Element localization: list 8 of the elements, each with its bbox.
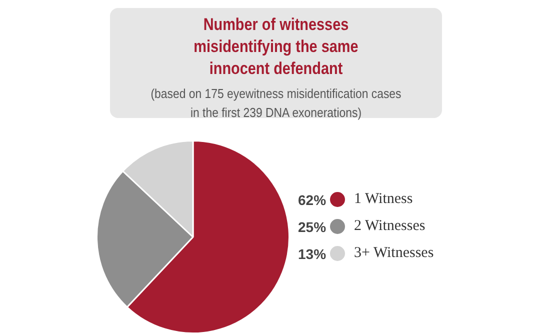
data-label: 62% [298, 192, 328, 208]
legend-label: 1 Witness [354, 191, 413, 208]
data-label: 13% [298, 246, 328, 262]
chart-subtitle: (based on 175 eyewitness misidentification cases in the first 239 DNA exonerations) [150, 85, 402, 122]
legend-label: 2 Witnesses [354, 218, 426, 235]
chart-title: Number of witnesses misidentifying the same innocent defendant [192, 14, 360, 80]
data-label: 25% [298, 218, 328, 234]
legend-label: 3+ Witnesses [354, 245, 434, 262]
